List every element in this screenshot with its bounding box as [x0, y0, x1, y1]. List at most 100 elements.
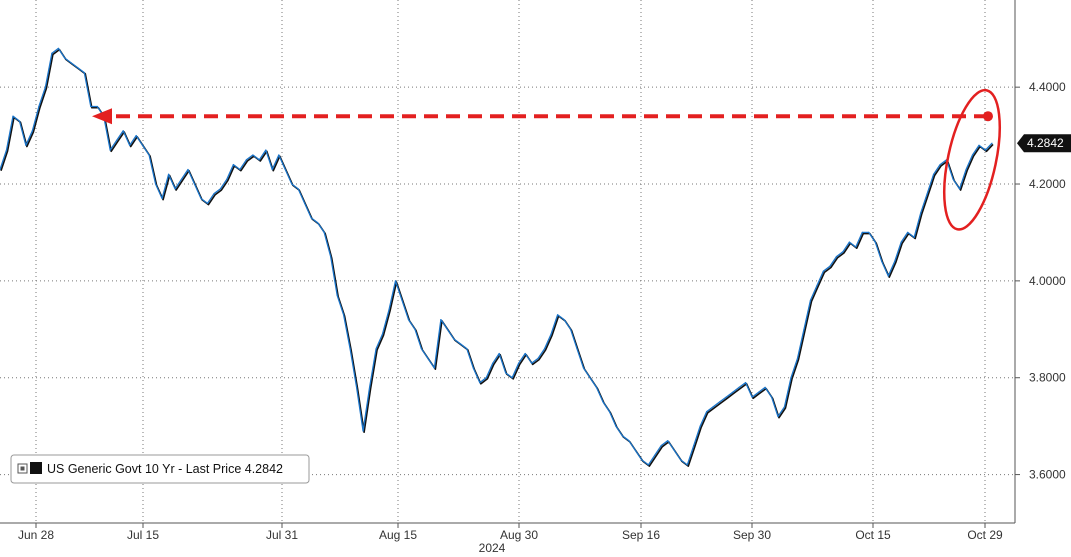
series-point [239, 168, 241, 171]
grid-lines [0, 0, 1015, 523]
series-point [297, 188, 299, 190]
series-point [615, 425, 617, 427]
x-tick-label: Jul 15 [127, 528, 159, 542]
series-point [57, 47, 60, 50]
series-point [991, 142, 993, 144]
y-tick-label: 4.2000 [1029, 177, 1066, 191]
series-point [453, 338, 455, 340]
y-axis: 4.4000 4.2000 4.0000 3.8000 3.6000 [1014, 0, 1066, 523]
series-point [809, 299, 812, 301]
series-point [330, 256, 332, 258]
series-point [401, 299, 403, 301]
series-point [174, 188, 176, 190]
series-point [971, 154, 974, 156]
x-axis: Jun 28 Jul 15 Jul 31 Aug 15 Aug 30 Sep 16 Sep … [0, 522, 1015, 542]
series-point [109, 149, 111, 151]
series-point [505, 372, 507, 374]
x-tick-label: Jun 28 [18, 528, 54, 542]
series-point [557, 314, 559, 316]
last-value-badge-shape [1017, 134, 1071, 153]
annotation [92, 88, 1001, 231]
series-point [25, 144, 27, 146]
series-point [712, 406, 714, 408]
series-point [44, 86, 47, 88]
series-point [686, 464, 688, 466]
series-point [232, 164, 234, 166]
series-point [621, 435, 624, 437]
series-point [381, 333, 384, 335]
annotation-ellipse [943, 88, 1001, 231]
legend-swatch-icon [30, 462, 42, 474]
legend-checkbox-mark [20, 466, 25, 471]
series-point [51, 52, 53, 54]
series-point [245, 159, 247, 161]
series-point [362, 430, 364, 432]
series-point [271, 168, 273, 171]
series-point [544, 348, 546, 350]
series-line [0, 47, 993, 466]
series-point [135, 135, 137, 137]
series-point [317, 222, 319, 224]
series-point [647, 464, 650, 466]
series-point [595, 386, 598, 388]
series-point [38, 105, 40, 108]
series-point [304, 202, 306, 204]
year-label: 2024 [479, 541, 506, 555]
series-point [706, 411, 708, 413]
series-point [291, 183, 293, 185]
series-point [446, 328, 448, 330]
series-point [855, 246, 857, 248]
series-point [725, 396, 727, 398]
series-point [18, 120, 21, 122]
series-point [887, 275, 889, 277]
series-point [738, 386, 740, 388]
series-point [466, 348, 468, 350]
series-point [693, 444, 695, 447]
series-point [978, 144, 980, 146]
series-point [900, 241, 902, 243]
series-point [180, 178, 183, 180]
series-point [576, 348, 578, 350]
series-point [459, 343, 461, 345]
x-tick-label: Jul 31 [266, 528, 298, 542]
series-point [323, 231, 325, 233]
series-point [479, 382, 481, 384]
series-point [265, 149, 267, 151]
series-point [375, 348, 377, 350]
series-point [485, 377, 487, 379]
series-point [829, 265, 831, 267]
series-point [959, 188, 961, 190]
series-point [660, 444, 662, 447]
series-point [589, 377, 591, 379]
series-point [258, 159, 260, 161]
series-point [0, 168, 1, 171]
y-tick-label: 4.4000 [1029, 80, 1066, 94]
legend-text: US Generic Govt 10 Yr - Last Price 4.284… [47, 462, 283, 476]
series-point [680, 459, 682, 461]
legend-box [10, 454, 310, 484]
series-point [796, 357, 799, 359]
series-point [835, 256, 838, 258]
series-point [550, 333, 552, 335]
series-point [582, 367, 585, 369]
series-point [148, 154, 150, 156]
series-point [219, 188, 221, 190]
series-point [472, 367, 474, 369]
series-point [654, 454, 656, 456]
series-point [213, 193, 215, 195]
series-point [369, 386, 371, 388]
series-point [848, 241, 851, 243]
series-point [427, 357, 429, 359]
series-points [0, 47, 993, 466]
series-point [602, 401, 604, 403]
series-point [388, 309, 390, 311]
series-point [31, 130, 33, 132]
series-point [5, 149, 8, 151]
annotation-dot [983, 111, 993, 122]
series-point [252, 154, 254, 156]
series-point [764, 386, 766, 388]
series-point [343, 314, 345, 316]
last-value-label: 4.2842 [1027, 136, 1064, 150]
series-point [816, 285, 818, 287]
